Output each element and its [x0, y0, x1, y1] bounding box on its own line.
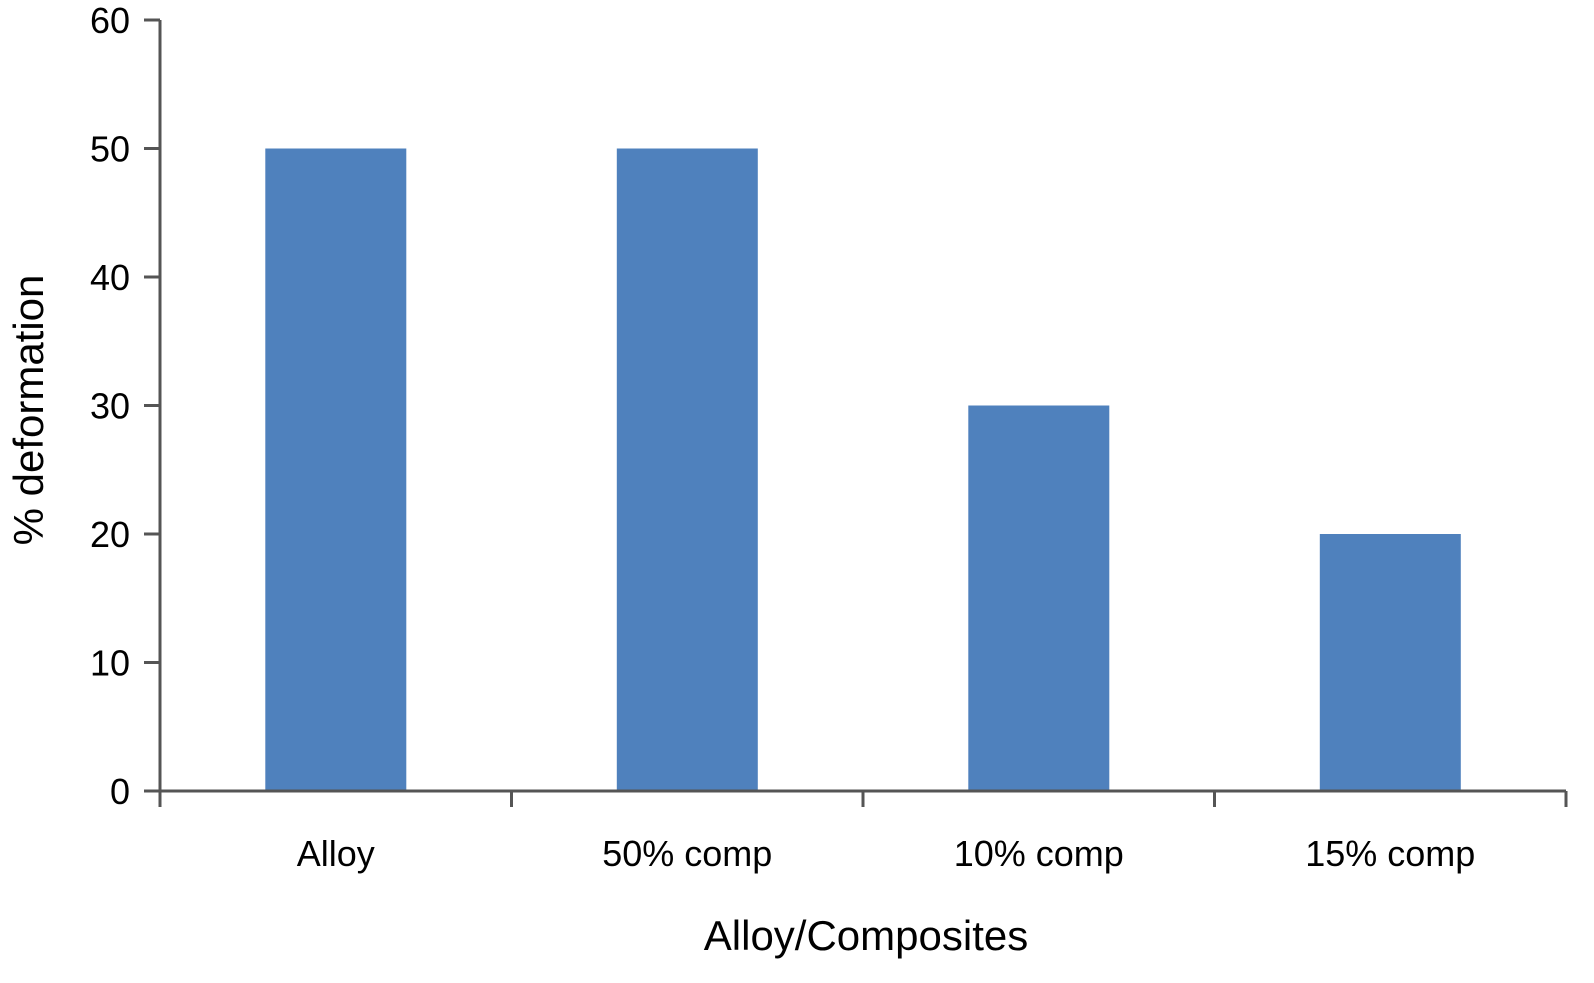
y-ticks: 0 10 20 30 40 50 60: [90, 0, 160, 812]
bar-50-comp: [616, 148, 758, 791]
bar-15-comp: [1319, 534, 1461, 791]
y-tick-label: 30: [90, 386, 130, 427]
x-category-label: 15% comp: [1305, 833, 1475, 874]
x-axis-title: Alloy/Composites: [704, 912, 1028, 959]
y-tick-label: 40: [90, 257, 130, 298]
bar-10-comp: [968, 405, 1110, 791]
x-category-label: 10% comp: [954, 833, 1124, 874]
x-ticks: Alloy 50% comp 10% comp 15% comp: [158, 791, 1568, 874]
y-tick-label: 0: [110, 771, 130, 812]
y-tick-label: 50: [90, 129, 130, 170]
x-category-label: Alloy: [297, 833, 375, 874]
bars-layer: [265, 148, 1461, 791]
y-tick-label: 20: [90, 514, 130, 555]
bar-alloy: [265, 148, 407, 791]
y-axis-title: % deformation: [5, 275, 52, 546]
y-tick-label: 60: [90, 0, 130, 41]
x-category-label: 50% comp: [602, 833, 772, 874]
y-tick-label: 10: [90, 643, 130, 684]
